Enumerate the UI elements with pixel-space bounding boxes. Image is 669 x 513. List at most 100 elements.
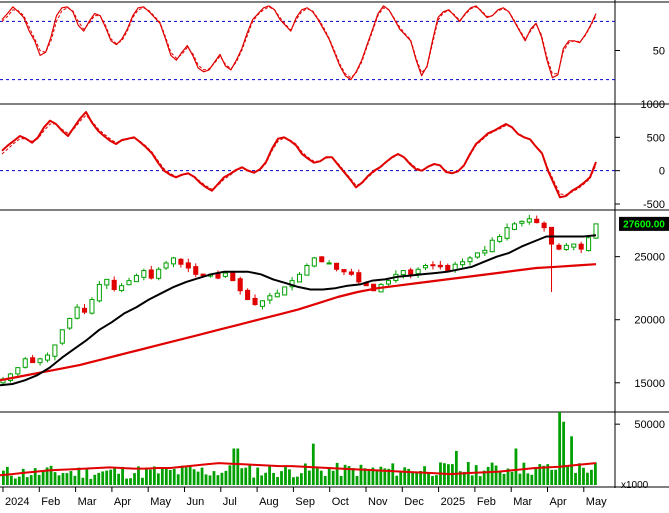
candle-body: [163, 262, 169, 269]
candle-body: [415, 268, 421, 275]
stochastic-line: [1, 5, 597, 81]
volume-bar: [101, 471, 105, 485]
volume-bar: [343, 464, 347, 485]
candle-body: [37, 358, 43, 364]
volume-bar: [323, 476, 327, 485]
volume-bar: [367, 468, 371, 485]
candle-body: [119, 285, 125, 291]
volume-bar: [33, 468, 37, 485]
volume-bar: [534, 467, 538, 485]
candle-body: [422, 264, 429, 269]
volume-bar: [168, 469, 172, 485]
candle-body: [156, 268, 162, 279]
volume-bar: [482, 470, 486, 485]
volume-bar: [268, 465, 271, 485]
candle-body: [482, 249, 488, 254]
x-tick-label: May: [586, 496, 607, 508]
volume-bar: [518, 473, 522, 485]
candle-body: [400, 270, 406, 276]
volume-bar: [272, 472, 275, 485]
candle-body: [489, 239, 495, 253]
volume-bar: [236, 448, 240, 485]
volume-bar: [276, 476, 279, 485]
volume-bar: [546, 464, 550, 485]
candle-body: [334, 262, 340, 270]
volume-bar: [562, 421, 566, 485]
y-tick-label: -500: [643, 199, 665, 211]
volume-bar: [97, 472, 101, 485]
volume-bar: [2, 470, 5, 485]
candle-body: [111, 279, 117, 290]
x-tick-label: Jun: [187, 496, 205, 508]
candle-body: [141, 270, 147, 278]
volume-moving-average: [0, 462, 597, 477]
volume-bar: [494, 465, 498, 485]
x-tick-label: Jul: [223, 496, 237, 508]
volume-bar: [383, 468, 387, 485]
candle-body: [81, 307, 88, 313]
volume-bar: [407, 468, 411, 485]
volume-bar: [196, 471, 200, 485]
candle-body: [193, 266, 199, 275]
volume-bar: [395, 475, 399, 485]
volume-bar: [292, 477, 295, 485]
volume-bar: [65, 473, 69, 485]
candle-body: [245, 289, 251, 301]
volume-bar: [156, 473, 160, 485]
volume-bar: [57, 475, 61, 485]
volume-bar: [498, 471, 502, 485]
x-tick-label: May: [150, 496, 171, 508]
candle-body: [319, 256, 325, 263]
volume-bar: [69, 471, 73, 485]
candle-body: [430, 264, 436, 267]
x-tick-label: Feb: [477, 496, 496, 508]
y-tick-label: 50000: [634, 419, 665, 431]
volume-bar: [339, 475, 343, 485]
volume-bar: [387, 468, 391, 485]
candle-body: [348, 271, 354, 275]
candle-body: [267, 295, 273, 301]
candle-body: [541, 222, 547, 229]
volume-bar: [359, 464, 363, 485]
volume-bar: [5, 466, 9, 485]
x-tick-label: Aug: [259, 496, 279, 508]
volume-bar: [260, 475, 264, 485]
volume-bar: [570, 436, 573, 485]
volume-bar: [502, 473, 506, 485]
volume-bar: [129, 478, 132, 485]
volume-bar: [363, 468, 367, 485]
y-tick-label: 25000: [634, 252, 665, 264]
volume-bar: [411, 472, 415, 485]
volume-bar: [117, 473, 120, 485]
volume-bar: [423, 466, 426, 485]
x-tick-label: Oct: [332, 496, 349, 508]
x-tick-label: Sep: [295, 496, 315, 508]
last-price-label: 27600.00: [623, 219, 665, 230]
volume-bar: [288, 469, 291, 485]
y-tick-label: 500: [647, 132, 665, 144]
candle-body: [89, 299, 95, 314]
candle-body: [237, 278, 243, 292]
candle-body: [170, 257, 177, 265]
volume-bar: [419, 471, 422, 485]
volume-bar: [347, 466, 351, 485]
volume-bar: [93, 474, 97, 485]
volume-bar: [73, 475, 77, 485]
candle-body: [15, 367, 21, 375]
volume-bar: [164, 467, 168, 485]
volume-bar: [216, 475, 220, 485]
candle-body: [578, 243, 584, 250]
x-tick-label: Apr: [550, 496, 567, 508]
candle-body: [230, 272, 236, 282]
candle-body: [96, 283, 102, 302]
volume-bar: [594, 462, 597, 485]
candle-body: [304, 264, 310, 276]
volume-bar: [49, 465, 53, 485]
candle-body: [341, 269, 347, 273]
candle-body: [526, 218, 532, 223]
volume-bar: [188, 466, 192, 485]
candle-body: [274, 292, 280, 298]
candle-body: [59, 329, 65, 344]
volume-bar: [29, 475, 33, 485]
